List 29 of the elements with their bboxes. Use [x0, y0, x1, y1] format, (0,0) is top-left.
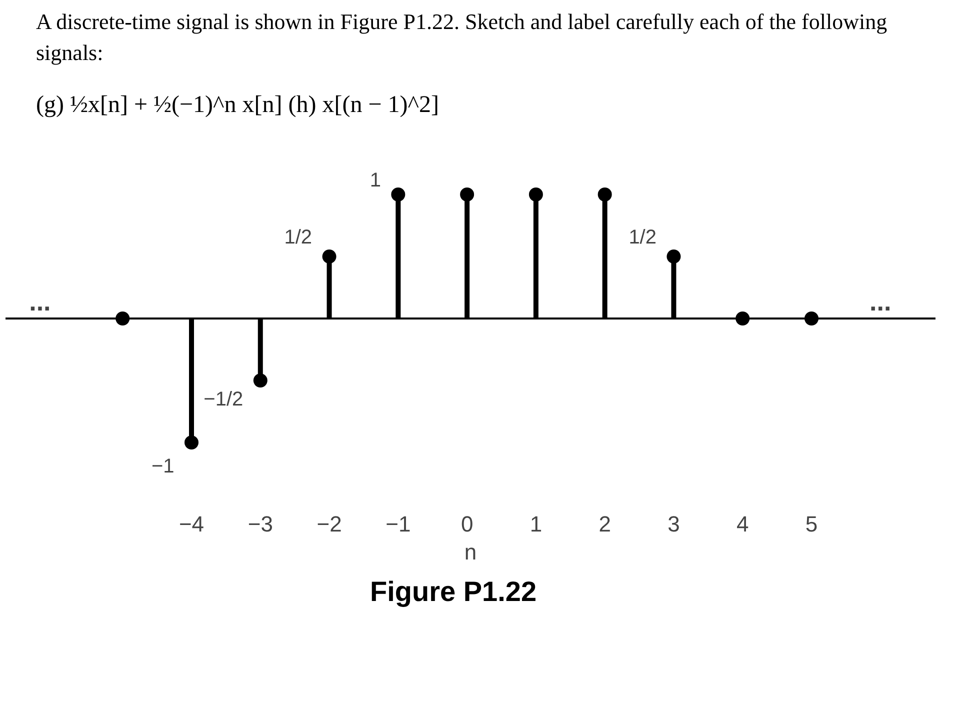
- point: [666, 250, 681, 264]
- text: A discrete-time signal is shown in Figure P1.22. Sketch and label carefully each of the following signals:: [36, 8, 888, 68]
- point: [391, 188, 406, 202]
- x-tick-label: 1: [530, 512, 542, 537]
- x-tick-label: −3: [248, 512, 273, 537]
- annotation: ...: [29, 286, 51, 317]
- point: [322, 250, 336, 264]
- point: [528, 188, 543, 202]
- x-axis-title: n: [464, 540, 477, 565]
- data-label: −1/2: [204, 388, 244, 411]
- x-tick-label: −1: [386, 512, 411, 537]
- point: [460, 188, 474, 202]
- data-label: −1: [151, 456, 174, 478]
- point: [598, 188, 612, 202]
- data-label: 1/2: [284, 226, 312, 249]
- x-tick-label: −4: [178, 512, 204, 537]
- text: (g) ½x[n] + ½(−1)^n x[n] (h) x[(n − 1)^2]: [36, 90, 440, 120]
- x-tick-label: 5: [805, 512, 818, 537]
- x-tick-label: 2: [598, 512, 611, 537]
- annotation: ...: [870, 286, 892, 317]
- x-tick-label: −2: [316, 512, 342, 537]
- x-tick-label: 0: [460, 512, 474, 537]
- data-label: 1: [370, 170, 381, 192]
- text: Figure P1.22: [370, 575, 537, 610]
- x-tick-label: 4: [736, 512, 749, 537]
- x-tick-label: 3: [668, 512, 680, 537]
- point: [184, 436, 198, 450]
- data-label: 1/2: [628, 226, 657, 249]
- point: [253, 374, 268, 388]
